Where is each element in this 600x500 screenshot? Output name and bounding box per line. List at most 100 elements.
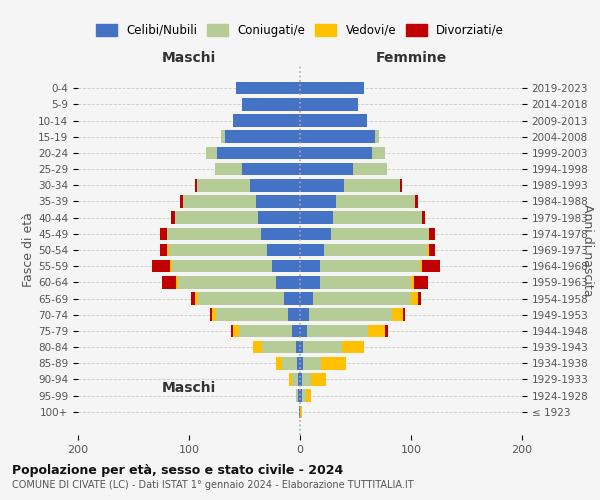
- Bar: [288, 308, 300, 321]
- Bar: [300, 244, 325, 256]
- Bar: [194, 179, 197, 192]
- Bar: [167, 228, 261, 240]
- Bar: [335, 195, 415, 208]
- Bar: [236, 82, 300, 94]
- Bar: [217, 146, 300, 159]
- Bar: [197, 179, 250, 192]
- Bar: [191, 292, 194, 305]
- Bar: [320, 260, 420, 272]
- Bar: [233, 114, 300, 127]
- Bar: [160, 228, 167, 240]
- Bar: [253, 341, 262, 353]
- Bar: [302, 390, 305, 402]
- Bar: [300, 195, 335, 208]
- Bar: [427, 244, 429, 256]
- Y-axis label: Fasce di età: Fasce di età: [22, 212, 35, 288]
- Bar: [167, 244, 169, 256]
- Bar: [184, 195, 256, 208]
- Bar: [320, 276, 411, 288]
- Bar: [300, 276, 320, 288]
- Legend: Celibi/Nubili, Coniugati/e, Vedovi/e, Divorziati/e: Celibi/Nubili, Coniugati/e, Vedovi/e, Di…: [91, 19, 509, 42]
- Bar: [292, 373, 298, 386]
- Bar: [233, 324, 239, 337]
- Text: Maschi: Maschi: [162, 51, 216, 65]
- Bar: [344, 179, 400, 192]
- Bar: [282, 357, 296, 370]
- Bar: [300, 146, 372, 159]
- Bar: [411, 292, 418, 305]
- Bar: [300, 82, 364, 94]
- Bar: [300, 308, 309, 321]
- Bar: [415, 276, 428, 288]
- Bar: [411, 276, 415, 288]
- Bar: [300, 130, 376, 143]
- Bar: [392, 308, 403, 321]
- Bar: [300, 179, 344, 192]
- Bar: [242, 163, 300, 175]
- Bar: [296, 390, 298, 402]
- Bar: [298, 390, 300, 402]
- Bar: [403, 308, 406, 321]
- Bar: [300, 260, 320, 272]
- Bar: [300, 373, 302, 386]
- Bar: [296, 341, 300, 353]
- Bar: [262, 341, 296, 353]
- Bar: [305, 390, 311, 402]
- Bar: [284, 292, 300, 305]
- Bar: [309, 308, 392, 321]
- Bar: [152, 260, 170, 272]
- Bar: [422, 212, 425, 224]
- Bar: [275, 276, 300, 288]
- Bar: [342, 341, 364, 353]
- Bar: [231, 324, 233, 337]
- Bar: [212, 308, 215, 321]
- Bar: [331, 228, 429, 240]
- Bar: [169, 244, 266, 256]
- Text: COMUNE DI CIVATE (LC) - Dati ISTAT 1° gennaio 2024 - Elaborazione TUTTITALIA.IT: COMUNE DI CIVATE (LC) - Dati ISTAT 1° ge…: [12, 480, 413, 490]
- Bar: [302, 373, 311, 386]
- Text: Maschi: Maschi: [162, 381, 216, 395]
- Bar: [239, 324, 292, 337]
- Bar: [250, 179, 300, 192]
- Bar: [429, 244, 436, 256]
- Bar: [292, 324, 300, 337]
- Bar: [420, 260, 422, 272]
- Bar: [429, 228, 436, 240]
- Bar: [289, 373, 292, 386]
- Bar: [176, 276, 178, 288]
- Text: Femmine: Femmine: [376, 51, 446, 65]
- Bar: [311, 373, 326, 386]
- Bar: [272, 260, 300, 272]
- Bar: [258, 212, 300, 224]
- Bar: [210, 308, 212, 321]
- Bar: [298, 373, 300, 386]
- Bar: [325, 244, 427, 256]
- Bar: [300, 114, 367, 127]
- Bar: [160, 244, 167, 256]
- Text: Popolazione per età, sesso e stato civile - 2024: Popolazione per età, sesso e stato civil…: [12, 464, 343, 477]
- Bar: [215, 308, 288, 321]
- Bar: [307, 324, 368, 337]
- Bar: [418, 292, 421, 305]
- Bar: [206, 146, 217, 159]
- Bar: [172, 260, 272, 272]
- Bar: [163, 276, 176, 288]
- Bar: [242, 98, 300, 110]
- Bar: [300, 212, 334, 224]
- Bar: [300, 292, 313, 305]
- Bar: [353, 163, 386, 175]
- Bar: [304, 357, 321, 370]
- Bar: [170, 260, 172, 272]
- Bar: [313, 292, 411, 305]
- Bar: [215, 163, 242, 175]
- Bar: [175, 212, 258, 224]
- Bar: [385, 324, 388, 337]
- Bar: [300, 357, 304, 370]
- Bar: [368, 324, 385, 337]
- Bar: [221, 130, 224, 143]
- Bar: [372, 146, 385, 159]
- Bar: [296, 357, 300, 370]
- Bar: [321, 357, 346, 370]
- Bar: [266, 244, 300, 256]
- Bar: [300, 406, 302, 418]
